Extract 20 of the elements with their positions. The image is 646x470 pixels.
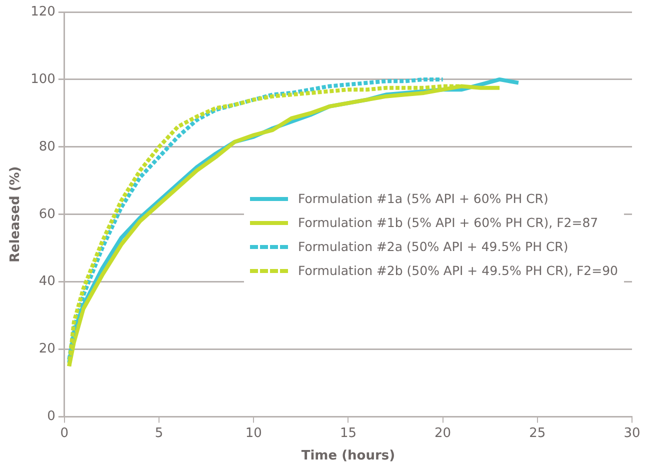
legend-label: Formulation #1b (5% API + 60% PH CR), F2=87 — [298, 215, 598, 230]
x-tick-label: 20 — [434, 426, 452, 441]
x-axis-title: Time (hours) — [301, 448, 396, 464]
x-tick-label: 15 — [340, 426, 356, 441]
x-tick-label: 25 — [529, 426, 546, 441]
x-tick-label: 10 — [245, 426, 262, 441]
y-tick-label: 100 — [30, 72, 56, 87]
y-axis-title: Released (%) — [8, 166, 24, 262]
y-tick-label: 120 — [30, 4, 56, 20]
y-tick-label: 60 — [38, 206, 56, 222]
legend-label: Formulation #2a (50% API + 49.5% PH CR) — [298, 239, 568, 254]
x-tick-label: 5 — [154, 426, 164, 441]
legend-label: Formulation #2b (50% API + 49.5% PH CR), F2=90 — [298, 263, 618, 278]
y-tick-label: 80 — [38, 139, 56, 154]
y-tick-label: 40 — [38, 274, 56, 290]
y-tick-label: 0 — [47, 409, 56, 424]
y-tick-label: 20 — [38, 342, 56, 357]
x-tick-label: 30 — [624, 426, 640, 441]
x-tick-label: 0 — [60, 426, 69, 441]
legend-label: Formulation #1a (5% API + 60% PH CR) — [298, 191, 548, 206]
